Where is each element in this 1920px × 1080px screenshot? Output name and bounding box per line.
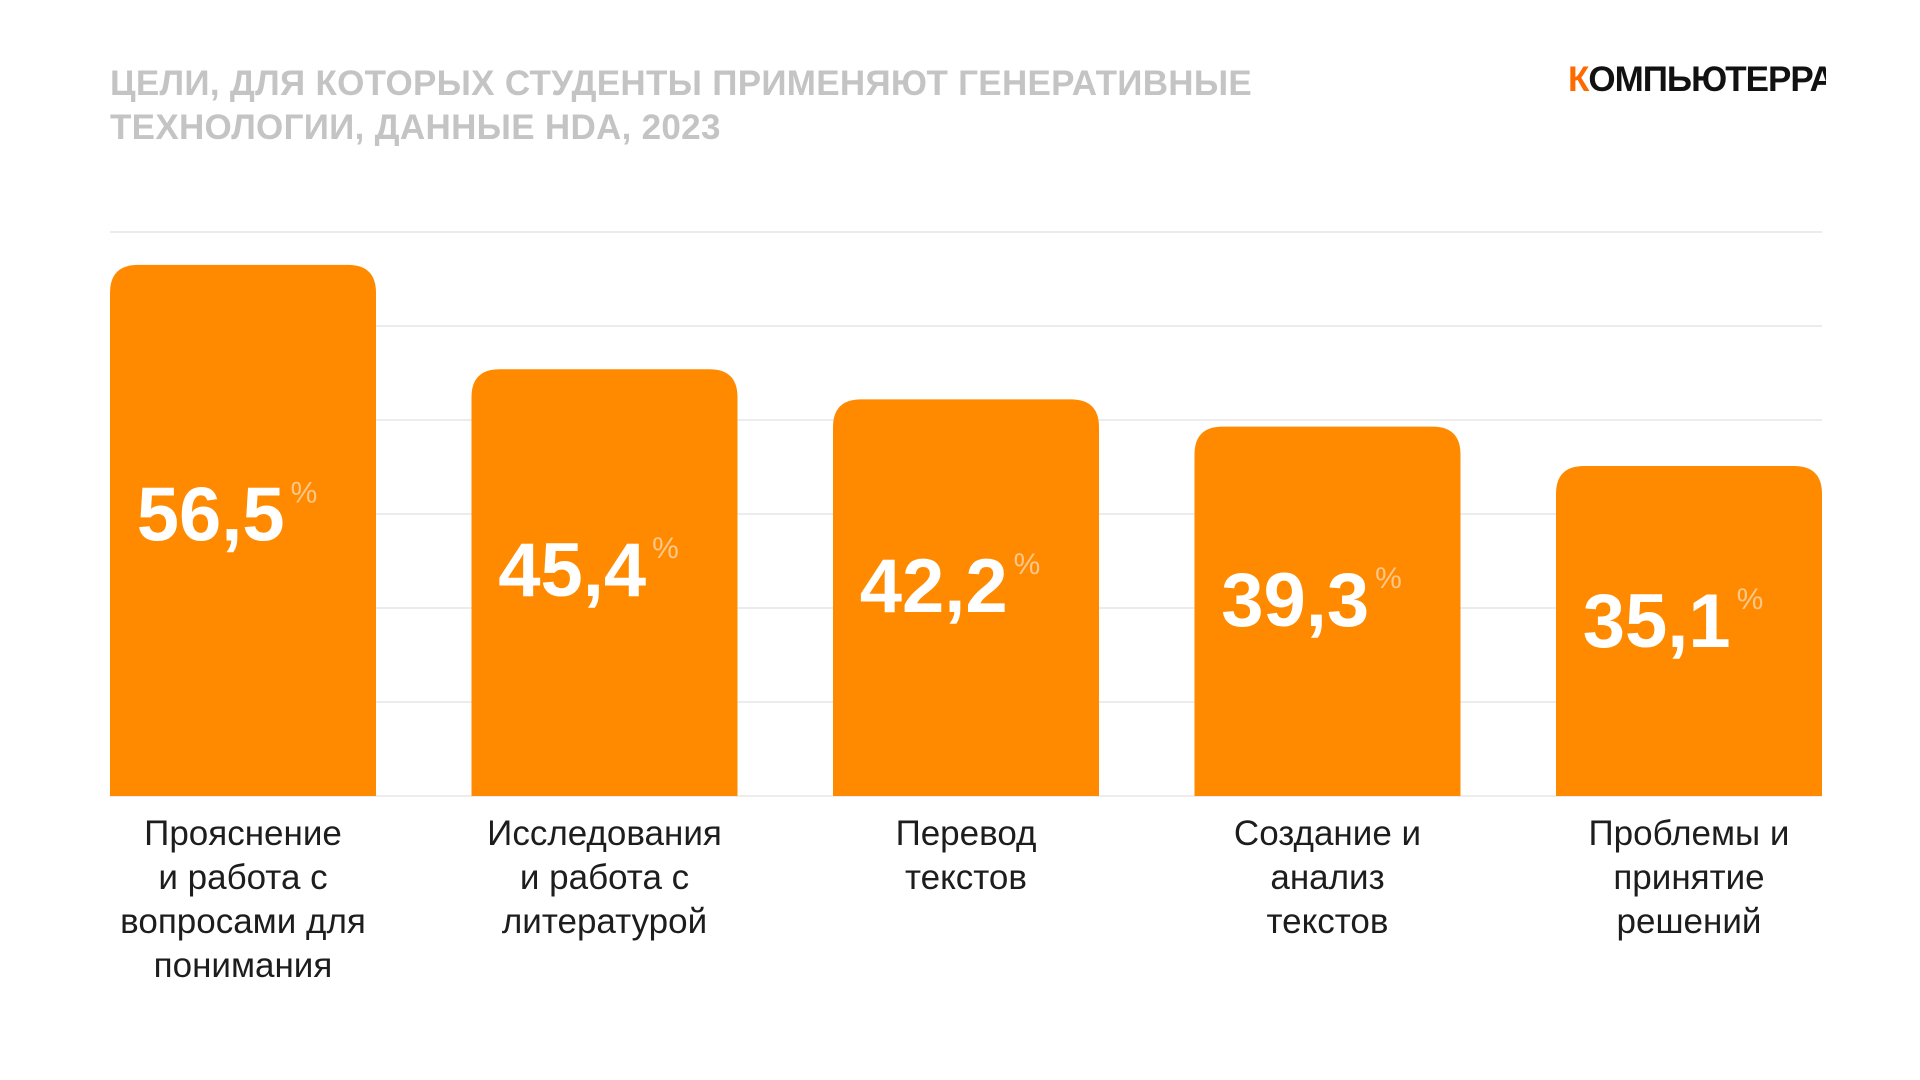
bar	[1194, 426, 1461, 796]
value-number: 42,2	[860, 544, 1008, 629]
value-number: 35,1	[1583, 579, 1731, 664]
category-label: Проблемы и принятие решений	[1588, 814, 1790, 941]
value-label: 35,1%	[1583, 579, 1764, 664]
category-label: Создание и анализ текстов	[1233, 814, 1422, 941]
value-labels: 56,5 %45,4% 42,2% 39,3 %35,1%	[137, 473, 1764, 665]
value-label: 39,3%	[1221, 558, 1402, 643]
chart-title: ЦЕЛИ, ДЛЯ КОТОРЫХ СТУДЕНТЫ ПРИМЕНЯЮТ ГЕН…	[110, 64, 1253, 147]
percent-sign: %	[652, 532, 679, 565]
value-label: 56,5%	[137, 473, 318, 558]
percent-sign: %	[1014, 548, 1041, 581]
bar	[110, 264, 376, 796]
percent-sign: %	[1737, 583, 1764, 616]
category-label: Исследования и работа с литературой	[487, 814, 722, 941]
category-label: Перевод текстов	[895, 814, 1037, 897]
value-label: 42,2%	[860, 544, 1041, 629]
kompyuterra-logo: КОМПЬЮТЕРРА	[1568, 60, 1826, 98]
value-number: 56,5	[137, 473, 285, 558]
svg-text:КОМПЬЮТЕРРА: КОМПЬЮТЕРРА	[1568, 60, 1826, 98]
value-number: 45,4	[498, 528, 646, 613]
category-label: Прояснение и работа с вопросами для пони…	[120, 814, 366, 985]
bar	[1556, 466, 1822, 796]
value-label: 45,4%	[498, 528, 679, 613]
logo-wordmark: ОМПЬЮТЕРРА	[1588, 60, 1826, 98]
bars	[110, 264, 1822, 796]
logo-accent-letter: К	[1568, 60, 1590, 98]
bar	[833, 399, 1099, 796]
value-number: 39,3	[1221, 558, 1369, 643]
percent-sign: %	[291, 477, 318, 510]
bar	[471, 369, 738, 796]
percent-sign: %	[1375, 562, 1402, 595]
